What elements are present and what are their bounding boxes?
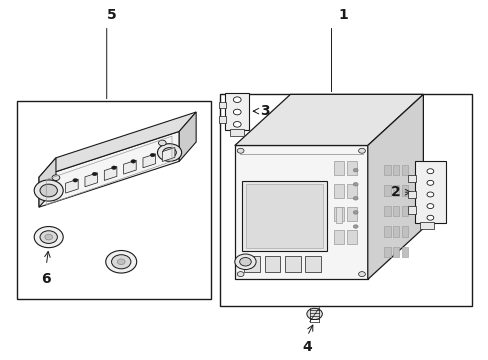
Bar — [333, 184, 343, 198]
Bar — [407, 206, 415, 214]
Bar — [392, 206, 399, 216]
Bar — [401, 226, 407, 237]
Bar — [401, 165, 407, 175]
Bar — [333, 161, 343, 175]
Circle shape — [117, 259, 125, 265]
Circle shape — [352, 197, 357, 200]
Bar — [407, 175, 415, 183]
Text: 2: 2 — [389, 185, 399, 199]
Circle shape — [426, 204, 433, 208]
Circle shape — [233, 109, 241, 115]
Bar — [219, 102, 225, 108]
Circle shape — [131, 159, 136, 163]
Circle shape — [306, 308, 322, 320]
Polygon shape — [234, 145, 367, 279]
Bar — [384, 206, 390, 216]
Circle shape — [358, 148, 365, 153]
Circle shape — [111, 166, 116, 170]
Bar — [220, 94, 471, 306]
Circle shape — [239, 257, 251, 266]
Bar — [224, 93, 249, 130]
Bar — [333, 207, 343, 221]
Circle shape — [426, 180, 433, 185]
Circle shape — [352, 168, 357, 172]
Polygon shape — [85, 173, 97, 187]
Bar — [244, 256, 260, 272]
Bar — [285, 256, 300, 272]
Polygon shape — [39, 131, 179, 207]
Bar — [264, 256, 280, 272]
Bar — [305, 256, 320, 272]
Circle shape — [352, 183, 357, 186]
Circle shape — [426, 192, 433, 197]
Bar — [219, 116, 225, 123]
Polygon shape — [39, 112, 196, 177]
Bar — [407, 190, 415, 198]
Circle shape — [158, 140, 166, 146]
Text: 6: 6 — [41, 272, 51, 286]
Circle shape — [426, 215, 433, 220]
Circle shape — [73, 179, 78, 182]
Bar — [245, 184, 322, 248]
Text: 3: 3 — [260, 104, 269, 118]
Polygon shape — [65, 179, 78, 193]
Polygon shape — [142, 154, 155, 168]
Bar — [242, 181, 326, 251]
Polygon shape — [104, 166, 117, 180]
Circle shape — [157, 144, 181, 161]
Circle shape — [34, 226, 63, 248]
Circle shape — [352, 225, 357, 228]
Bar — [384, 185, 390, 196]
Circle shape — [52, 175, 60, 180]
Circle shape — [233, 97, 241, 103]
Text: 5: 5 — [106, 8, 116, 22]
Circle shape — [105, 251, 137, 273]
Circle shape — [233, 122, 241, 127]
Polygon shape — [179, 112, 196, 161]
Bar — [401, 206, 407, 216]
Circle shape — [234, 254, 256, 270]
Circle shape — [358, 272, 365, 276]
Text: 1: 1 — [338, 8, 348, 22]
Bar — [347, 230, 356, 244]
Bar — [336, 207, 342, 223]
Bar — [384, 165, 390, 175]
Bar — [392, 185, 399, 196]
Bar — [392, 165, 399, 175]
Bar — [229, 129, 243, 136]
Bar — [347, 184, 356, 198]
Text: 4: 4 — [302, 340, 311, 354]
Polygon shape — [234, 94, 423, 145]
Bar — [333, 230, 343, 244]
Circle shape — [237, 272, 244, 276]
Circle shape — [40, 231, 57, 243]
Bar — [392, 226, 399, 237]
Bar — [401, 185, 407, 196]
Circle shape — [237, 148, 244, 153]
Bar — [384, 226, 390, 237]
Bar — [401, 247, 407, 257]
Circle shape — [40, 184, 57, 197]
Circle shape — [426, 169, 433, 174]
Circle shape — [45, 234, 53, 240]
Bar — [347, 207, 356, 221]
Bar — [17, 102, 210, 299]
Circle shape — [92, 172, 97, 176]
Bar — [419, 222, 433, 229]
Polygon shape — [162, 148, 175, 162]
Circle shape — [150, 153, 155, 157]
Polygon shape — [39, 158, 56, 207]
Polygon shape — [123, 160, 136, 174]
Bar — [347, 161, 356, 175]
Circle shape — [111, 255, 131, 269]
Bar — [392, 247, 399, 257]
Circle shape — [352, 211, 357, 214]
Polygon shape — [367, 94, 423, 279]
Bar — [414, 161, 445, 223]
Circle shape — [34, 180, 63, 201]
Circle shape — [163, 148, 176, 157]
Bar — [384, 247, 390, 257]
